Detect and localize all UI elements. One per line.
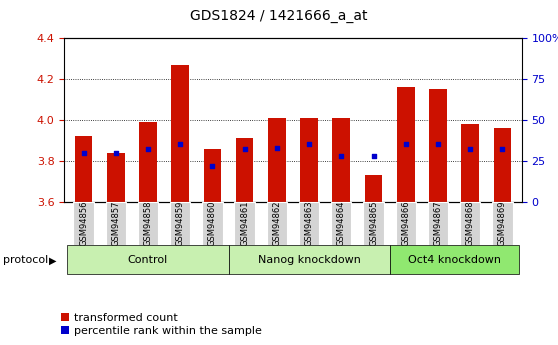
Text: GSM94857: GSM94857 [111,201,120,246]
Bar [299,202,319,245]
Bar [171,65,189,202]
Text: GSM94865: GSM94865 [369,201,378,246]
Text: GSM94867: GSM94867 [434,200,442,246]
Legend: transformed count, percentile rank within the sample: transformed count, percentile rank withi… [61,313,262,336]
Text: protocol: protocol [3,256,48,265]
Bar [428,202,448,245]
Point [337,153,346,159]
Point [498,147,507,152]
Point [466,147,475,152]
Bar [234,202,255,245]
Bar [105,202,126,245]
Text: Oct4 knockdown: Oct4 knockdown [407,255,501,265]
Text: GSM94863: GSM94863 [305,200,314,246]
Point [79,150,88,155]
Bar [202,202,223,245]
Bar [364,175,382,202]
Bar [389,245,518,274]
Bar [333,118,350,202]
Point [401,142,410,147]
Text: Control: Control [128,255,168,265]
Text: GSM94861: GSM94861 [240,201,249,246]
Bar [300,118,318,202]
Point [208,163,217,168]
Bar [75,136,93,202]
Text: GSM94862: GSM94862 [272,201,281,246]
Bar [363,202,384,245]
Bar [268,118,286,202]
Bar [461,124,479,202]
Bar [229,245,389,274]
Text: GSM94864: GSM94864 [337,201,346,246]
Text: GSM94868: GSM94868 [466,200,475,246]
Bar [107,152,124,202]
Text: GSM94869: GSM94869 [498,201,507,246]
Bar [331,202,352,245]
Text: GSM94859: GSM94859 [176,201,185,246]
Bar [397,87,415,202]
Point [305,142,314,147]
Point [176,142,185,147]
Point [240,147,249,152]
Text: GSM94856: GSM94856 [79,201,88,246]
Point [369,153,378,159]
Bar [492,202,513,245]
Bar [139,122,157,202]
Text: GDS1824 / 1421666_a_at: GDS1824 / 1421666_a_at [190,9,368,23]
Point [272,145,281,150]
Bar [493,128,511,202]
Bar [204,149,222,202]
Bar [68,245,229,274]
Text: ▶: ▶ [49,256,57,265]
Bar [235,138,253,202]
Bar [138,202,158,245]
Bar [170,202,190,245]
Bar [460,202,480,245]
Text: GSM94860: GSM94860 [208,201,217,246]
Point [143,147,152,152]
Bar [73,202,94,245]
Text: GSM94866: GSM94866 [401,200,410,246]
Bar [267,202,287,245]
Bar [396,202,416,245]
Text: GSM94858: GSM94858 [143,201,152,246]
Bar [429,89,447,202]
Point [434,142,442,147]
Text: Nanog knockdown: Nanog knockdown [258,255,360,265]
Point [111,150,120,155]
